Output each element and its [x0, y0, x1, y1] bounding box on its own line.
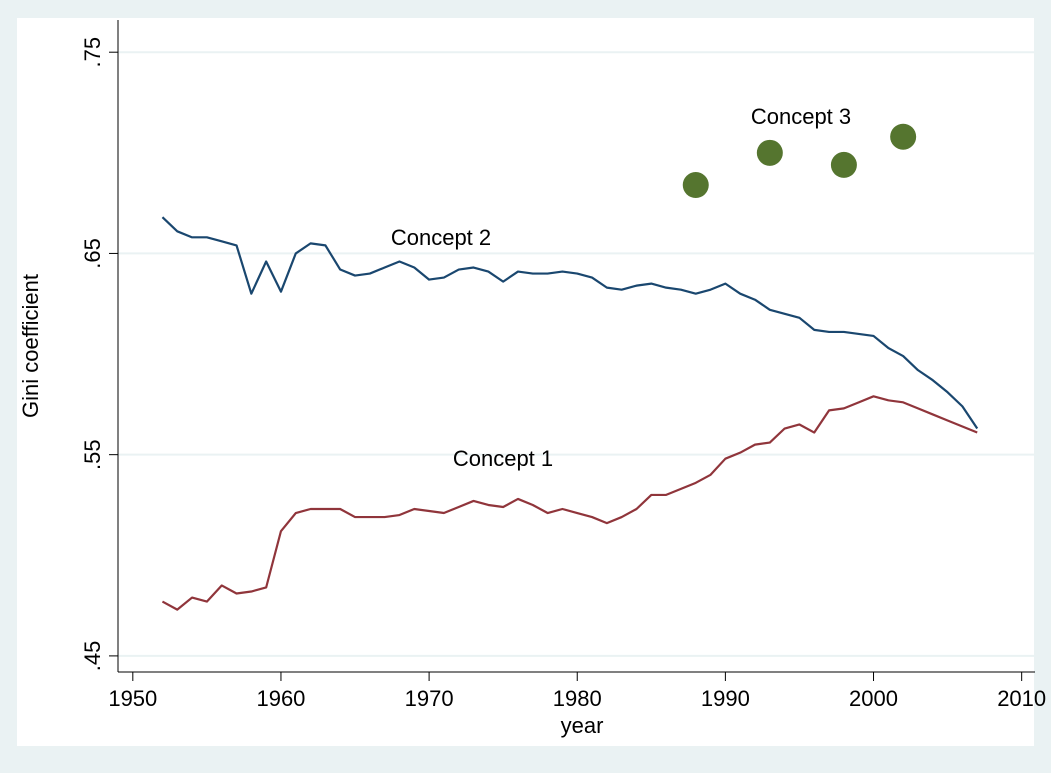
x-tick-label: 1970	[405, 686, 454, 711]
y-axis-title: Gini coefficient	[18, 274, 43, 418]
x-tick-label: 1950	[108, 686, 157, 711]
y-tick-label: .45	[80, 641, 105, 672]
graph-region	[17, 18, 1034, 746]
series-label: Concept 3	[751, 104, 851, 129]
x-tick-label: 1960	[256, 686, 305, 711]
scatter-point	[830, 151, 857, 178]
y-tick-label: .65	[80, 238, 105, 269]
series-line	[161, 216, 979, 430]
series-label: Concept 2	[391, 225, 491, 250]
x-tick-label: 1990	[701, 686, 750, 711]
scatter-point	[756, 139, 783, 166]
series-label: Concept 1	[453, 446, 553, 471]
y-tick-label: .55	[80, 439, 105, 470]
series-line	[161, 395, 978, 611]
x-axis-title: year	[561, 713, 604, 738]
scatter-point	[682, 172, 709, 199]
y-tick-label: .75	[80, 37, 105, 68]
x-tick-label: 2010	[997, 686, 1046, 711]
scatter-point	[890, 123, 917, 150]
x-tick-label: 2000	[849, 686, 898, 711]
x-tick-label: 1980	[553, 686, 602, 711]
